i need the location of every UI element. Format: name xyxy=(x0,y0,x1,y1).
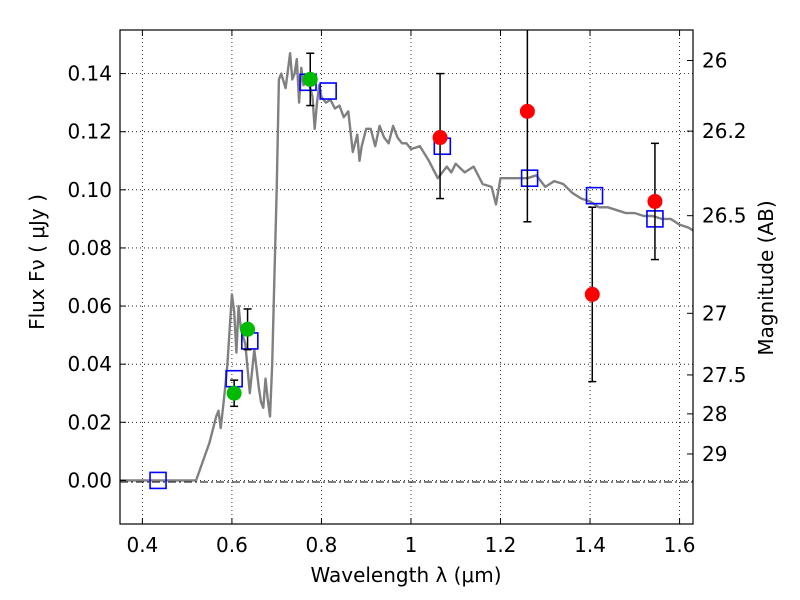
observed-data-point xyxy=(432,130,448,146)
right-tick-label: 26.2 xyxy=(702,119,747,143)
x-tick-label: 1.2 xyxy=(485,533,517,557)
y-tick-label: 0.00 xyxy=(67,468,112,492)
right-tick-label: 28 xyxy=(702,402,727,426)
right-tick-label: 27 xyxy=(702,301,727,325)
x-tick-label: 0.6 xyxy=(216,533,248,557)
observed-data-point xyxy=(519,103,535,119)
observed-data-point xyxy=(647,193,663,209)
right-axis-label: Magnitude (AB) xyxy=(754,200,778,355)
y-tick-label: 0.14 xyxy=(67,62,112,86)
model-photometry-square xyxy=(319,82,337,100)
right-tick-label: 27.5 xyxy=(702,363,747,387)
right-tick-label: 26 xyxy=(702,49,727,73)
observed-data-point xyxy=(584,286,600,302)
x-tick-label: 1.4 xyxy=(574,533,606,557)
x-tick-label: 0.4 xyxy=(126,533,158,557)
x-tick-label: 1.6 xyxy=(664,533,696,557)
y-tick-label: 0.04 xyxy=(67,352,112,376)
observed-data-point xyxy=(240,321,256,337)
x-axis-label: Wavelength λ (μm) xyxy=(310,563,501,587)
right-tick-label: 26.5 xyxy=(702,204,747,228)
model-photometry-square xyxy=(585,186,604,205)
y-axis-label: Flux Fν ( μJy ) xyxy=(25,194,49,330)
observed-data-point xyxy=(226,385,242,401)
model-photometry-square xyxy=(520,169,539,187)
y-tick-label: 0.06 xyxy=(67,294,112,318)
plot-frame xyxy=(119,29,694,525)
y-tick-label: 0.12 xyxy=(67,120,112,144)
observed-data-point xyxy=(302,71,318,87)
y-tick-label: 0.08 xyxy=(67,236,112,260)
y-tick-label: 0.02 xyxy=(67,410,112,434)
axis-ticks: 0.4 0.6 0.8 1 1.2 1.4 1.6 0.00 0.02 0.04 0.06 0.08 0… xyxy=(67,30,747,557)
data-series xyxy=(120,30,694,490)
x-tick-label: 0.8 xyxy=(306,533,338,557)
y-tick-label: 0.10 xyxy=(67,178,112,202)
model-photometry-square xyxy=(149,471,167,490)
model-spectrum-line xyxy=(120,52,694,482)
x-tick-label: 1 xyxy=(405,533,418,557)
right-tick-label: 29 xyxy=(702,442,727,466)
